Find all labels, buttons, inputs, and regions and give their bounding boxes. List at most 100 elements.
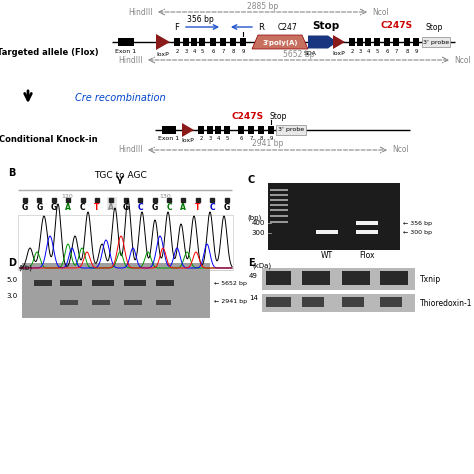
Text: 2885 bp: 2885 bp (247, 1, 278, 10)
Bar (270, 194, 288, 195)
Bar (270, 189, 288, 191)
Text: 14: 14 (249, 295, 258, 301)
Bar (248, 126, 254, 134)
Text: Thioredoxin-1: Thioredoxin-1 (420, 299, 473, 308)
Text: C247S: C247S (381, 20, 413, 29)
Bar (349, 38, 355, 46)
Bar (365, 38, 371, 46)
Text: loxP: loxP (156, 52, 169, 56)
Text: A: A (109, 203, 114, 212)
Text: E: E (248, 258, 255, 268)
Text: Cre recombination: Cre recombination (75, 93, 165, 103)
Bar (374, 38, 380, 46)
Text: HindIII: HindIII (118, 146, 143, 155)
Text: C: C (166, 203, 172, 212)
Text: 120: 120 (61, 194, 73, 200)
Text: 2: 2 (175, 48, 179, 54)
Bar (266, 297, 291, 307)
Bar (183, 38, 189, 46)
Text: NcoI: NcoI (392, 146, 409, 155)
Text: 4: 4 (192, 48, 196, 54)
Text: T: T (94, 203, 100, 212)
Bar (198, 126, 204, 134)
Text: 7: 7 (249, 137, 253, 142)
Text: 3' probe: 3' probe (278, 128, 304, 133)
Polygon shape (156, 34, 170, 50)
Bar (191, 38, 197, 46)
Text: Flox: Flox (359, 250, 375, 259)
Bar (238, 126, 244, 134)
Bar (18, 215, 233, 270)
Bar (384, 38, 390, 46)
Bar (357, 38, 363, 46)
Text: 5: 5 (225, 137, 228, 142)
Text: 3: 3 (358, 48, 362, 54)
Text: G: G (123, 203, 129, 212)
Bar (92, 300, 110, 305)
Bar (207, 126, 213, 134)
Bar (60, 300, 78, 305)
Text: A: A (181, 203, 186, 212)
Text: G: G (22, 203, 28, 212)
Bar (270, 209, 288, 210)
Text: 356 bp: 356 bp (187, 15, 213, 24)
Polygon shape (252, 35, 308, 49)
Bar (393, 38, 399, 46)
Bar (108, 197, 118, 210)
Text: loxP: loxP (182, 138, 194, 144)
Text: ← 5652 bp: ← 5652 bp (214, 281, 247, 285)
Polygon shape (182, 123, 194, 137)
Text: C: C (210, 203, 215, 212)
FancyBboxPatch shape (276, 125, 306, 135)
Bar (174, 38, 180, 46)
Text: C: C (248, 175, 255, 185)
Bar (356, 230, 378, 234)
Text: (kb): (kb) (18, 265, 32, 271)
Bar (270, 204, 288, 206)
Bar (118, 38, 134, 46)
Text: Targeted allele (Flox): Targeted allele (Flox) (0, 47, 99, 56)
Text: F: F (174, 22, 180, 31)
Text: 2: 2 (199, 137, 203, 142)
Bar (356, 221, 378, 225)
Bar (224, 126, 230, 134)
Text: G: G (223, 203, 230, 212)
Text: 9: 9 (241, 48, 245, 54)
Text: A: A (65, 203, 71, 212)
Text: ← 2941 bp: ← 2941 bp (214, 300, 247, 304)
Text: 4: 4 (216, 137, 219, 142)
Text: 3' probe: 3' probe (423, 39, 449, 45)
Bar (262, 294, 415, 312)
Text: 49: 49 (249, 273, 258, 279)
Text: SDA: SDA (303, 51, 317, 55)
Text: HindIII: HindIII (118, 55, 143, 64)
Text: 7: 7 (221, 48, 225, 54)
Text: 5: 5 (375, 48, 379, 54)
Bar (156, 280, 174, 286)
Text: 5: 5 (201, 48, 204, 54)
Text: 8: 8 (231, 48, 235, 54)
Bar (240, 38, 246, 46)
Text: G: G (36, 203, 43, 212)
Text: 3.0: 3.0 (7, 293, 18, 299)
Bar (404, 38, 410, 46)
Text: 6: 6 (385, 48, 389, 54)
Bar (380, 271, 408, 285)
Bar (302, 297, 324, 307)
Bar (268, 126, 274, 134)
Bar (413, 38, 419, 46)
Text: 2941 bp: 2941 bp (252, 139, 283, 148)
Bar (220, 38, 226, 46)
Text: B: B (8, 168, 15, 178)
Text: G: G (152, 203, 158, 212)
Text: NcoI: NcoI (372, 8, 389, 17)
Text: 3: 3 (184, 48, 188, 54)
Text: 5652 bp: 5652 bp (283, 49, 314, 58)
Text: ← 356 bp: ← 356 bp (403, 220, 432, 226)
Text: C247: C247 (278, 22, 298, 31)
Text: 5.0: 5.0 (7, 277, 18, 283)
Bar (270, 221, 288, 222)
Text: ← 300 bp: ← 300 bp (403, 229, 432, 235)
Text: 9: 9 (269, 137, 273, 142)
Bar (162, 126, 176, 134)
